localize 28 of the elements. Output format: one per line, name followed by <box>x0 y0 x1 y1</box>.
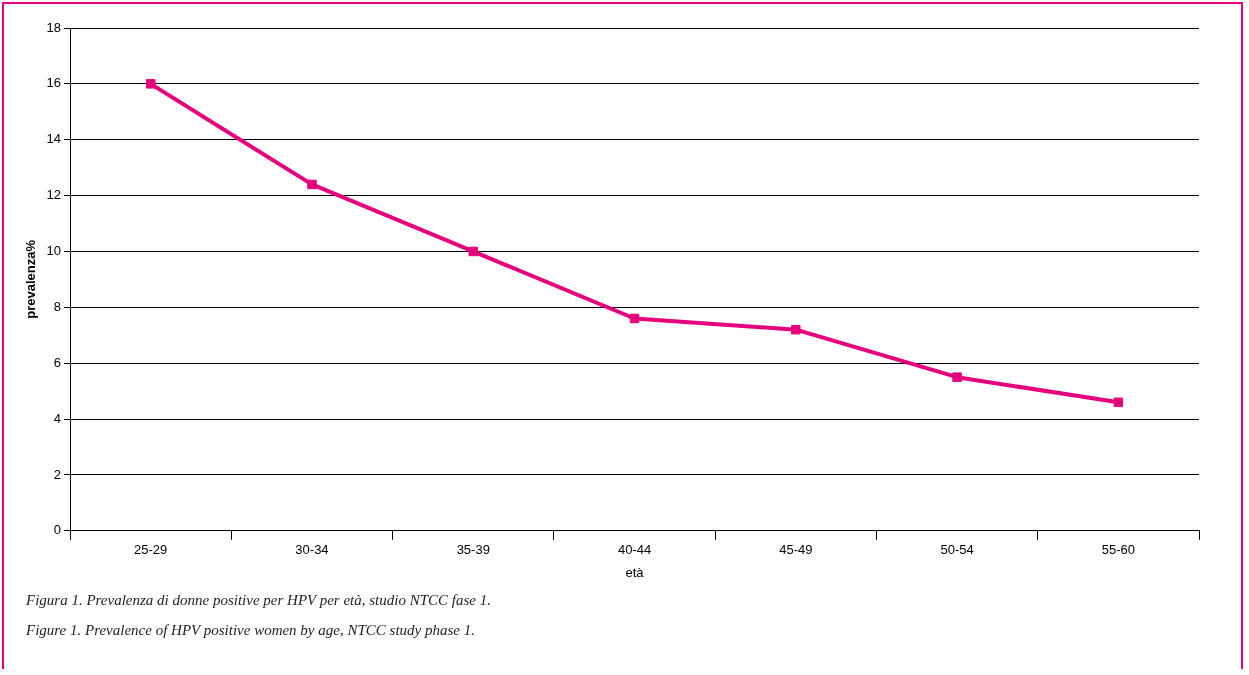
x-tick-label: 45-49 <box>779 542 813 558</box>
y-tick-label: 18 <box>46 19 62 35</box>
point <box>791 324 801 335</box>
x-tick-label: 40-44 <box>617 542 652 558</box>
text: Figura 1. Prevalenza di donne positive per HPV per età, studio NTCC fase 1. <box>26 592 491 609</box>
point <box>145 79 156 89</box>
point <box>307 179 317 190</box>
y-tick-label: 0 <box>53 522 62 538</box>
caption: Figure 1. Prevalence of HPV positive women by age, NTCC study phase 1. <box>26 622 475 639</box>
y-tick-label: 10 <box>46 243 62 259</box>
x-tick-label: 35-39 <box>456 542 490 558</box>
y-tick-label: 14 <box>46 131 62 147</box>
y-tick-label: 6 <box>53 354 62 370</box>
point <box>629 313 640 324</box>
point <box>952 372 962 382</box>
x-tick-label: 55-60 <box>1101 542 1135 558</box>
x-tick-label: 25-29 <box>134 542 168 558</box>
y-tick-label: 16 <box>46 75 62 91</box>
x-tick-label: 50-54 <box>940 542 974 558</box>
y-axis-title: prevalenza% <box>23 239 39 319</box>
point <box>1113 397 1124 408</box>
y-tick-label: 2 <box>53 466 62 482</box>
point <box>468 246 478 257</box>
y-tick-label: 12 <box>46 187 62 203</box>
x-tick-label: 30-34 <box>295 542 329 558</box>
y-tick-label: 8 <box>53 298 62 314</box>
x-axis-title: età <box>625 564 645 580</box>
y-tick-label: 4 <box>53 410 62 426</box>
